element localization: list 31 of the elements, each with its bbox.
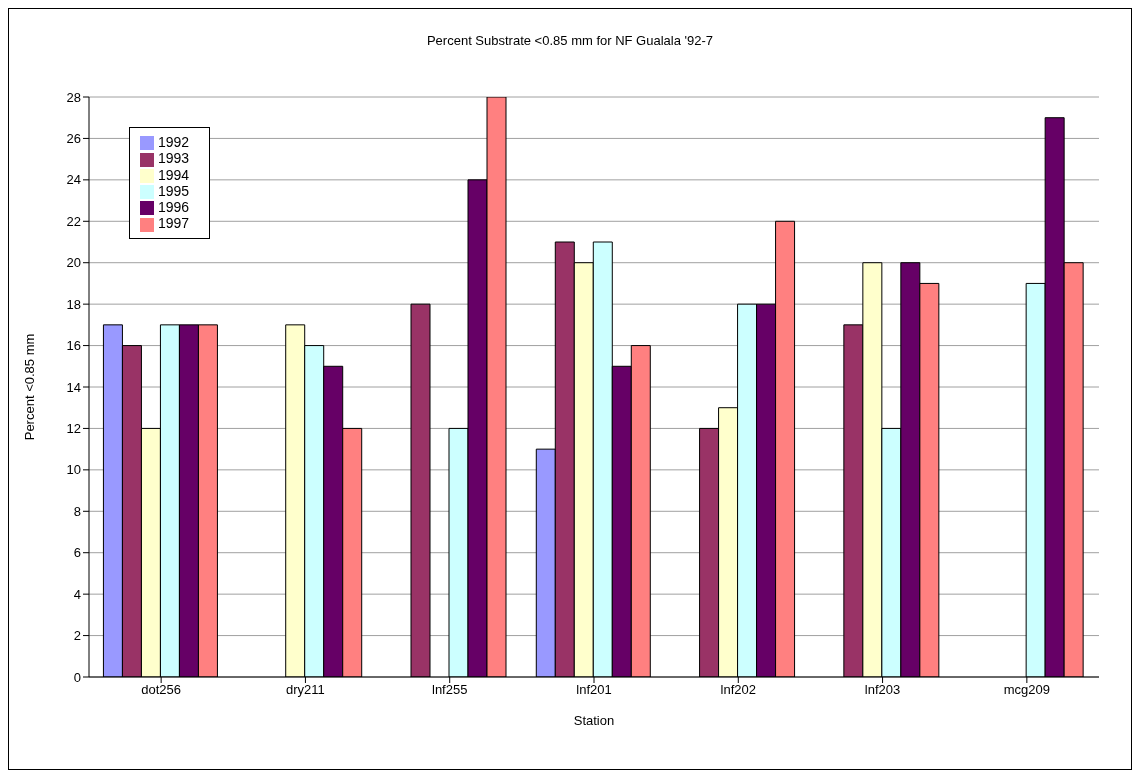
legend-label: 1997 xyxy=(158,215,190,232)
legend-label: 1994 xyxy=(158,166,190,183)
y-tick-label: 22 xyxy=(66,213,81,229)
y-tick-label: 4 xyxy=(73,586,81,602)
y-tick-label: 20 xyxy=(66,255,81,271)
y-tick-label: 18 xyxy=(66,296,81,312)
y-tick-label: 26 xyxy=(66,131,81,147)
y-tick-label: 24 xyxy=(66,172,81,188)
x-tick-label: lnf255 xyxy=(432,682,468,698)
y-tick-label: 2 xyxy=(73,628,81,644)
legend-label: 1995 xyxy=(158,182,190,199)
y-tick-label: 10 xyxy=(66,462,81,478)
y-tick-label: 0 xyxy=(73,669,81,685)
y-tick-label: 12 xyxy=(66,421,81,437)
x-axis-title: Station xyxy=(573,713,615,728)
legend-label: 1996 xyxy=(158,199,190,216)
x-tick-label: dot256 xyxy=(141,682,182,698)
x-tick-label: mcg209 xyxy=(1003,682,1050,698)
legend-label: 1992 xyxy=(158,134,190,150)
y-tick-label: 28 xyxy=(66,89,81,105)
x-tick-label: lnf202 xyxy=(720,682,756,698)
x-tick-label: dry211 xyxy=(286,682,325,698)
chart-title: Percent Substrate <0.85 mm for NF Gualala '92-7 xyxy=(425,33,715,48)
y-tick-label: 16 xyxy=(66,338,81,354)
y-tick-label: 14 xyxy=(66,379,81,395)
y-axis-title: Percent <0.85 mm xyxy=(21,333,37,441)
x-tick-label: lnf203 xyxy=(864,682,901,698)
y-tick-label: 8 xyxy=(73,503,81,519)
x-tick-label: lnf201 xyxy=(576,682,612,698)
legend-label: 1993 xyxy=(158,150,190,167)
y-tick-label: 6 xyxy=(73,545,81,561)
